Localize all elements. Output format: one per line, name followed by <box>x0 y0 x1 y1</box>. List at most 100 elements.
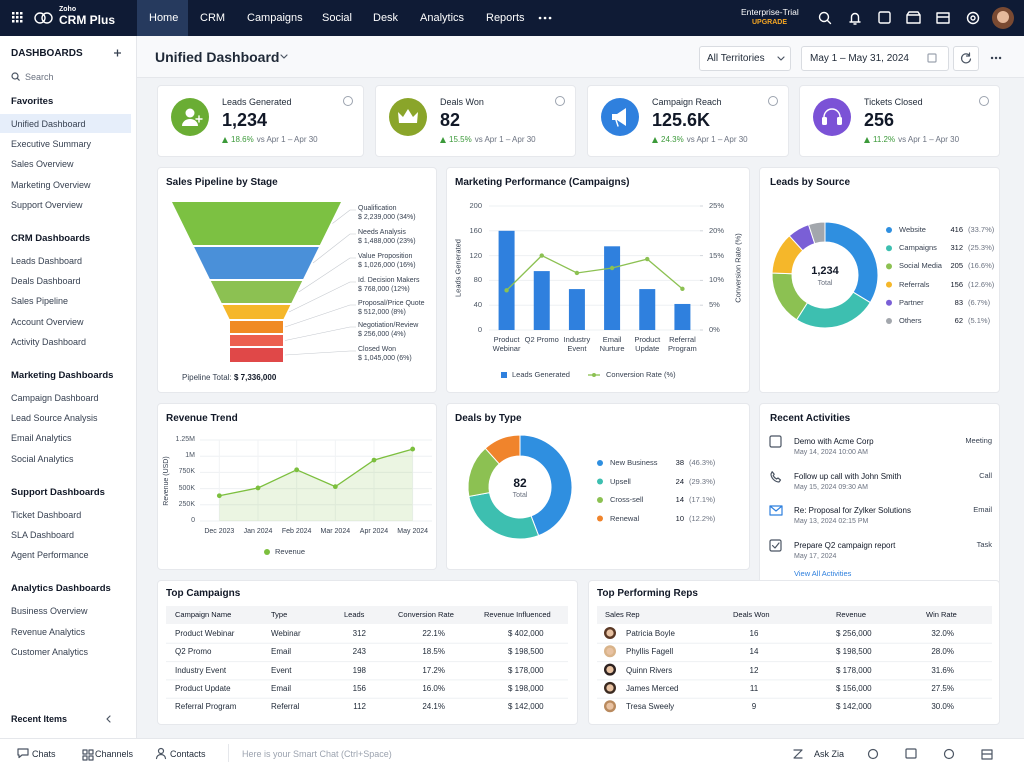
view-all-link[interactable]: View All Activities <box>794 569 852 578</box>
nav-item[interactable]: Sales Overview <box>11 159 74 170</box>
activity-title[interactable]: Prepare Q2 campaign report <box>794 540 896 550</box>
nav-item[interactable]: Lead Source Analysis <box>11 413 98 424</box>
zia-icon[interactable] <box>793 749 803 759</box>
nav-item[interactable]: Unified Dashboard <box>11 119 86 129</box>
active-item[interactable] <box>0 114 131 133</box>
nav-item[interactable]: Sales Pipeline <box>11 296 69 307</box>
task-icon <box>769 539 782 552</box>
nav-tab[interactable]: Reports <box>486 12 525 24</box>
territory-dropdown[interactable] <box>777 56 785 61</box>
chats-button[interactable]: Chats <box>32 749 56 759</box>
funnel-stage <box>230 321 283 333</box>
nav-item[interactable]: Ticket Dashboard <box>11 509 82 520</box>
nav-tab[interactable]: Social <box>322 12 352 24</box>
search-input[interactable]: Search <box>25 72 54 82</box>
nav-item[interactable]: Executive Summary <box>11 139 92 150</box>
title-dropdown[interactable] <box>280 54 288 59</box>
calendar-icon[interactable] <box>927 53 937 63</box>
user-avatar[interactable] <box>997 11 1009 23</box>
box-icon[interactable] <box>936 12 950 24</box>
nav-item[interactable]: Marketing Overview <box>11 179 91 190</box>
activity-title[interactable]: Follow up call with John Smith <box>794 471 902 481</box>
date-range[interactable]: May 1 – May 31, 2024 <box>810 53 909 64</box>
kpi-icon <box>822 117 827 125</box>
contacts-icon[interactable] <box>155 753 167 760</box>
search-icon[interactable] <box>826 19 832 25</box>
territory[interactable]: All Territories <box>707 53 765 64</box>
legend-share: (29.3%) <box>689 476 716 486</box>
table-cell: 16 <box>749 629 759 638</box>
legend-dot <box>886 245 892 252</box>
search-icon[interactable] <box>818 11 830 23</box>
nav-tab[interactable]: Home <box>149 12 179 24</box>
nav-item[interactable]: Support Overview <box>11 199 83 210</box>
activity-type: Call <box>979 470 992 480</box>
nav-item[interactable]: SLA Dashboard <box>11 530 75 540</box>
bar <box>533 271 550 330</box>
nav-tab[interactable]: CRM <box>200 12 226 24</box>
nav-item[interactable]: Deals Dashboard <box>11 276 81 287</box>
calendar-icon[interactable] <box>878 11 891 24</box>
bar-icon[interactable] <box>905 748 917 759</box>
search-icon[interactable] <box>16 77 20 81</box>
nav-item[interactable]: Revenue Analytics <box>11 626 86 637</box>
date-picker[interactable] <box>801 46 949 71</box>
bar-icon[interactable] <box>867 748 879 760</box>
bell-icon[interactable] <box>849 12 861 25</box>
activity-title[interactable]: Re: Proposal for Zylker Solutions <box>794 506 911 515</box>
collapse-icon[interactable] <box>106 715 111 723</box>
group-title: Marketing Dashboards <box>11 370 114 381</box>
stage-name: Id. Decision Makers <box>358 277 420 284</box>
settings-icon[interactable] <box>966 11 980 25</box>
nav-item[interactable]: Campaign Dashboard <box>11 393 99 403</box>
nav-item[interactable]: Customer Analytics <box>11 646 89 657</box>
nav-item[interactable]: Account Overview <box>11 316 84 327</box>
connector <box>332 209 356 224</box>
add-dashboard[interactable] <box>114 49 121 57</box>
nav-tab[interactable]: Campaigns <box>247 12 303 24</box>
change-value: 18.6% <box>231 135 254 144</box>
territory-select[interactable] <box>699 46 791 71</box>
nav-item[interactable]: Agent Performance <box>11 550 89 561</box>
smart-chat-input[interactable]: Here is your Smart Chat (Ctrl+Space) <box>242 749 392 759</box>
chat-icon[interactable] <box>17 748 29 759</box>
upgrade-link[interactable]: UPGRADE <box>752 19 788 26</box>
nav-item[interactable]: Social Analytics <box>11 453 74 464</box>
channels-icon[interactable] <box>82 749 94 761</box>
refresh-button[interactable] <box>953 46 979 71</box>
nav-item[interactable]: Activity Dashboard <box>11 336 87 347</box>
nav-item[interactable]: Business Overview <box>11 606 88 617</box>
up-arrow <box>222 136 228 143</box>
divider <box>228 744 229 762</box>
bar-icon[interactable] <box>943 748 955 760</box>
activity-title[interactable]: Demo with Acme Corp <box>794 437 874 446</box>
bar <box>604 246 621 330</box>
kpi-change: 24.3% vs Apr 1 – Apr 30 <box>652 135 748 144</box>
table-cell: 22.1% <box>422 629 445 638</box>
activity-time: May 17, 2024 <box>794 552 837 560</box>
contacts-button[interactable]: Contacts <box>170 749 206 759</box>
nav-item[interactable]: Email Analytics <box>11 433 72 444</box>
store-icon[interactable] <box>906 11 921 24</box>
apps-icon[interactable] <box>12 12 23 23</box>
recent-items[interactable]: Recent Items <box>11 714 68 724</box>
settings-icon[interactable] <box>970 15 976 21</box>
legend-label: Renewal <box>610 513 640 523</box>
contacts-icon[interactable] <box>157 747 165 755</box>
y-tick-label: 1M <box>185 452 195 460</box>
nav-tab[interactable]: Analytics <box>420 12 465 24</box>
nav-tab[interactable]: Desk <box>373 12 399 24</box>
kpi-icon <box>185 108 195 118</box>
refresh-icon[interactable] <box>960 52 972 64</box>
card-title: Top Campaigns <box>166 588 241 599</box>
search-icon[interactable] <box>11 72 19 80</box>
channels-button[interactable]: Channels <box>95 749 134 759</box>
table-cell: $ 402,000 <box>508 629 544 638</box>
ask-zia-button[interactable]: Ask Zia <box>814 749 845 759</box>
active-tab[interactable] <box>137 0 188 36</box>
bar-icon[interactable] <box>981 749 993 760</box>
task-icon <box>771 542 780 549</box>
nav-item[interactable]: Leads Dashboard <box>11 256 83 266</box>
activity-time: May 14, 2024 10:00 AM <box>794 449 868 456</box>
table-cell: $ 198,500 <box>836 647 872 657</box>
